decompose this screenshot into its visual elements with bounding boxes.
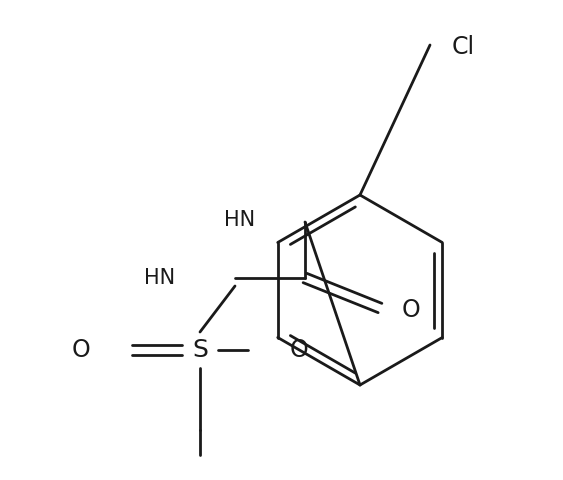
Text: S: S [192, 338, 208, 362]
Text: O: O [402, 298, 421, 322]
Text: HN: HN [224, 210, 255, 230]
Text: Cl: Cl [452, 35, 475, 59]
Text: HN: HN [144, 268, 175, 288]
Text: O: O [72, 338, 90, 362]
Text: O: O [290, 338, 309, 362]
